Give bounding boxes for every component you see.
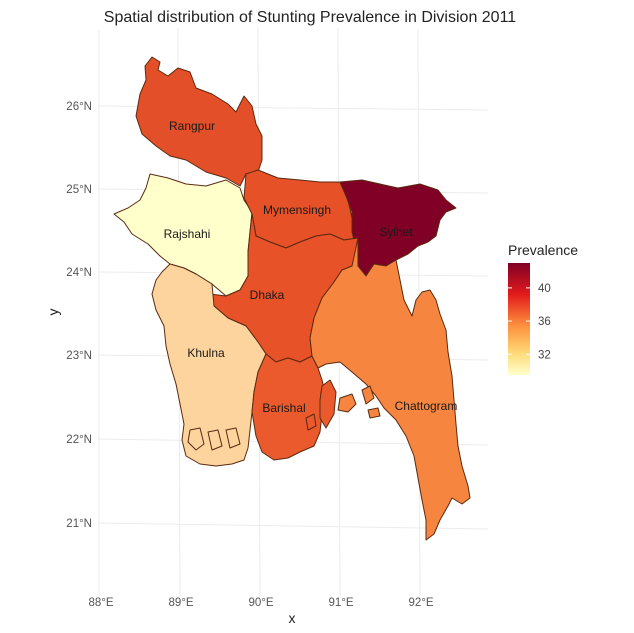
legend-title: Prevalence xyxy=(508,242,578,258)
x-tick-label: 90°E xyxy=(248,597,273,609)
y-axis-title: y xyxy=(45,309,61,316)
label-sylhet: Sylhet xyxy=(379,225,413,239)
region-chattogram xyxy=(309,237,471,541)
label-rangpur: Rangpur xyxy=(169,119,215,133)
island-hatiya xyxy=(337,393,357,413)
chart-title: Spatial distribution of Stunting Prevale… xyxy=(104,9,516,26)
y-tick-label: 21°N xyxy=(66,518,92,530)
label-mymensingh: Mymensingh xyxy=(263,203,331,217)
label-chattogram: Chattogram xyxy=(395,399,458,413)
region-khulna xyxy=(151,263,267,467)
y-tick-label: 22°N xyxy=(66,434,92,446)
x-tick-label: 92°E xyxy=(408,597,433,609)
region-barishal xyxy=(251,353,327,461)
y-tick-label: 24°N xyxy=(66,267,92,279)
legend-tick-label: 36 xyxy=(538,316,551,328)
legend-ticks: 32 36 40 xyxy=(508,283,551,361)
legend: Prevalence 32 36 40 xyxy=(508,242,578,375)
x-axis-title: x xyxy=(289,610,296,626)
region-rajshahi xyxy=(113,173,253,297)
y-axis: 21°N 22°N 23°N 24°N 25°N 26°N xyxy=(66,101,92,530)
island-sandwip xyxy=(361,385,375,405)
y-tick-label: 23°N xyxy=(66,350,92,362)
sundarbans-islets xyxy=(187,427,241,451)
coastal-islands xyxy=(187,379,381,451)
x-tick-label: 89°E xyxy=(168,597,193,609)
y-tick-label: 26°N xyxy=(66,101,92,113)
label-rajshahi: Rajshahi xyxy=(164,227,211,241)
region-rangpur xyxy=(135,56,263,187)
x-tick-label: 91°E xyxy=(328,597,353,609)
y-tick-label: 25°N xyxy=(66,184,92,196)
label-barishal: Barishal xyxy=(262,401,305,415)
legend-tick-label: 32 xyxy=(538,349,551,361)
legend-tick-label: 40 xyxy=(538,283,551,295)
label-khulna: Khulna xyxy=(187,346,225,360)
region-labels: Rangpur Rajshahi Mymensingh Sylhet Dhaka… xyxy=(164,119,458,415)
island-small-2 xyxy=(305,413,317,431)
island-bhola xyxy=(319,379,337,429)
legend-colorbar xyxy=(508,263,530,375)
x-tick-label: 88°E xyxy=(88,597,113,609)
label-dhaka: Dhaka xyxy=(250,288,285,302)
x-axis: 88°E 89°E 90°E 91°E 92°E xyxy=(88,597,433,609)
island-small-1 xyxy=(367,407,381,419)
divisions xyxy=(113,56,471,541)
